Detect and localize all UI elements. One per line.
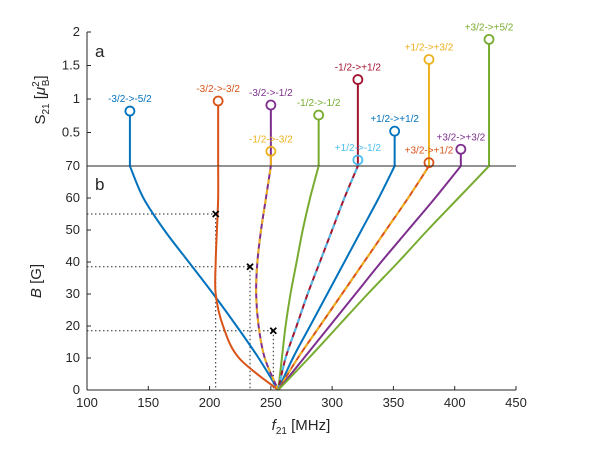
zeeman-curve	[255, 165, 280, 391]
stem-label: +1/2->-1/2	[335, 143, 382, 154]
y-label-close: ]	[32, 75, 49, 79]
stem-label: -1/2->+1/2	[335, 63, 382, 74]
panel-a-y-tick-label: 1.5	[62, 58, 80, 73]
x-label-symbol: f	[272, 417, 278, 434]
y-label-unit-subscript: B	[41, 79, 52, 86]
y-label-subscript: 21	[41, 103, 52, 115]
stem-marker	[352, 74, 364, 85]
x-tick-label: 450	[505, 395, 527, 410]
panel-a-stems	[124, 33, 495, 169]
stem-marker	[352, 154, 364, 166]
stem-marker	[313, 109, 325, 121]
zeeman-curve	[277, 165, 320, 391]
panel-b-letter: b	[95, 175, 104, 194]
panel-b-x-label: f21 [MHz]	[272, 417, 331, 437]
zeeman-curve	[128, 165, 280, 391]
panel-a-y-tick-label: 2	[73, 24, 80, 39]
x-tick-label: 250	[260, 395, 282, 410]
panel-a-letter: a	[95, 42, 105, 61]
crossing-marker	[212, 210, 220, 218]
x-tick-label: 150	[137, 395, 159, 410]
b-y-label-symbol: B	[28, 288, 45, 298]
b-y-label-unit: [G]	[28, 264, 45, 288]
stem-label: +1/2->+1/2	[370, 114, 419, 125]
zeeman-curve-overlay	[277, 165, 430, 391]
x-label-subscript: 21	[276, 426, 288, 437]
panel-a: -3/2->-5/2 -3/2->-3/2 -3/2->-1/2 -1/2->-3/2…	[31, 22, 516, 169]
panel-b-y-tick-label: 10	[66, 350, 80, 365]
stem-label: -3/2->-1/2	[249, 88, 293, 99]
svg-text:S21 [μ2B]: S21 [μ2B]	[31, 75, 52, 124]
panel-b-y-label: B [G]	[28, 264, 45, 298]
stem-marker	[265, 145, 277, 157]
stem-marker	[483, 33, 495, 45]
zeeman-curve-overlay	[255, 165, 280, 391]
zeeman-curve-overlay	[277, 165, 359, 391]
zeeman-curve	[277, 165, 490, 391]
zeeman-curve	[277, 165, 462, 391]
zeeman-curve	[214, 165, 279, 391]
stem-label: +1/2->+3/2	[405, 42, 454, 53]
stem-label: -1/2->-1/2	[297, 98, 341, 109]
zeeman-curve	[277, 165, 359, 391]
stem-marker	[455, 143, 467, 155]
panel-a-y-tick-label: 0.5	[62, 125, 80, 140]
panel-b-y-tick-label: 50	[66, 222, 80, 237]
stem-label: -3/2->-3/2	[196, 84, 240, 95]
crossing-marker	[246, 263, 254, 271]
x-tick-label: 350	[383, 395, 405, 410]
panel-b-y-tick-label: 60	[66, 190, 80, 205]
x-tick-label: 200	[199, 395, 221, 410]
stem-label: +3/2->+5/2	[465, 22, 514, 33]
y-label-open: [	[32, 94, 49, 103]
stem-label: -1/2->-3/2	[249, 134, 293, 145]
stem-marker	[212, 95, 224, 107]
panel-a-y-ticks: 0.5 1 1.5 2	[62, 24, 91, 140]
stem-label: +3/2->+3/2	[437, 132, 486, 143]
x-tick-label: 400	[444, 395, 466, 410]
panel-b: 100 150 200 250 300 350 400 450 0 10 20 30 40 50 60 70…	[28, 158, 527, 437]
panel-a-stem-labels: -3/2->-5/2 -3/2->-3/2 -3/2->-1/2 -1/2->-3/2…	[108, 22, 514, 156]
x-tick-label: 300	[321, 395, 343, 410]
zeeman-curve	[277, 165, 396, 391]
stem-marker	[423, 54, 435, 65]
y-label-superscript: 2	[31, 81, 42, 87]
panel-b-y-tick-label: 20	[66, 318, 80, 333]
y-label-symbol: S	[32, 115, 49, 125]
stem-label: +3/2->+1/2	[405, 146, 454, 157]
stem-label: -3/2->-5/2	[108, 94, 152, 105]
panel-b-y-tick-label: 40	[66, 254, 80, 269]
panel-b-lines	[128, 165, 490, 391]
panel-b-markers	[212, 210, 277, 335]
panel-b-y-tick-label: 70	[66, 158, 80, 173]
panel-b-y-tick-label: 0	[73, 382, 80, 397]
panel-b-x-ticks: 100 150 200 250 300 350 400 450	[76, 386, 527, 410]
crossing-marker	[269, 327, 277, 335]
zeeman-curve	[277, 165, 430, 391]
stem-marker	[265, 99, 277, 111]
panel-a-y-tick-label: 1	[73, 91, 80, 106]
panel-a-y-label: S21 [μ2B]	[31, 75, 52, 124]
panel-b-y-tick-label: 30	[66, 286, 80, 301]
stem-marker	[389, 125, 401, 137]
x-tick-label: 100	[76, 395, 98, 410]
y-label-mu: μ	[32, 87, 49, 96]
stem-marker	[124, 105, 136, 117]
x-label-unit: [MHz]	[287, 417, 330, 434]
svg-text:B [G]: B [G]	[28, 264, 45, 298]
panel-b-y-ticks: 0 10 20 30 40 50 60 70	[66, 158, 91, 397]
